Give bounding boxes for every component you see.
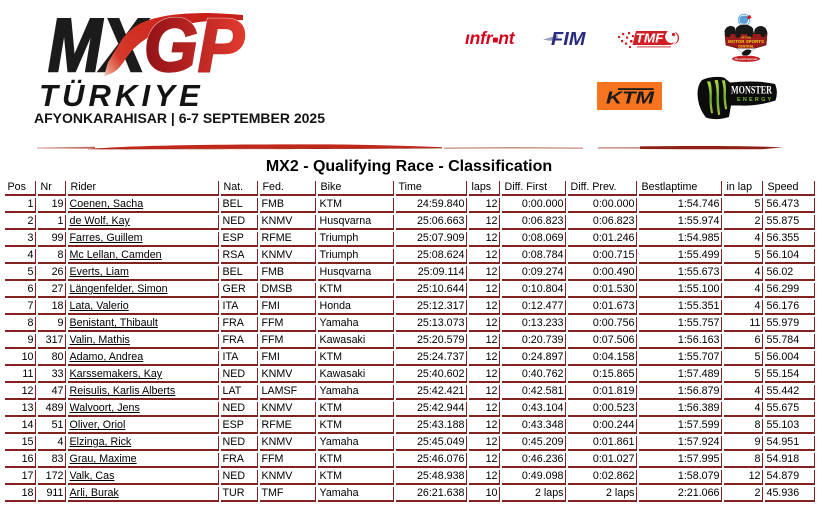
svg-text:CENTRAL: CENTRAL (738, 45, 754, 49)
svg-text:AFYON: AFYON (741, 35, 751, 39)
svg-text:ENERGY: ENERGY (737, 97, 773, 103)
svg-text:GP: GP (144, 12, 245, 78)
svg-text:FIM: FIM (551, 29, 586, 47)
svg-text:GP: GP (144, 12, 245, 78)
svg-text:MONSTER: MONSTER (731, 83, 772, 97)
svg-text:The world meet here: The world meet here (735, 57, 758, 61)
svg-text:KTM: KTM (606, 88, 655, 108)
svg-text:MOTOR SPORTS: MOTOR SPORTS (728, 39, 764, 44)
svg-text:TMF: TMF (636, 32, 664, 46)
